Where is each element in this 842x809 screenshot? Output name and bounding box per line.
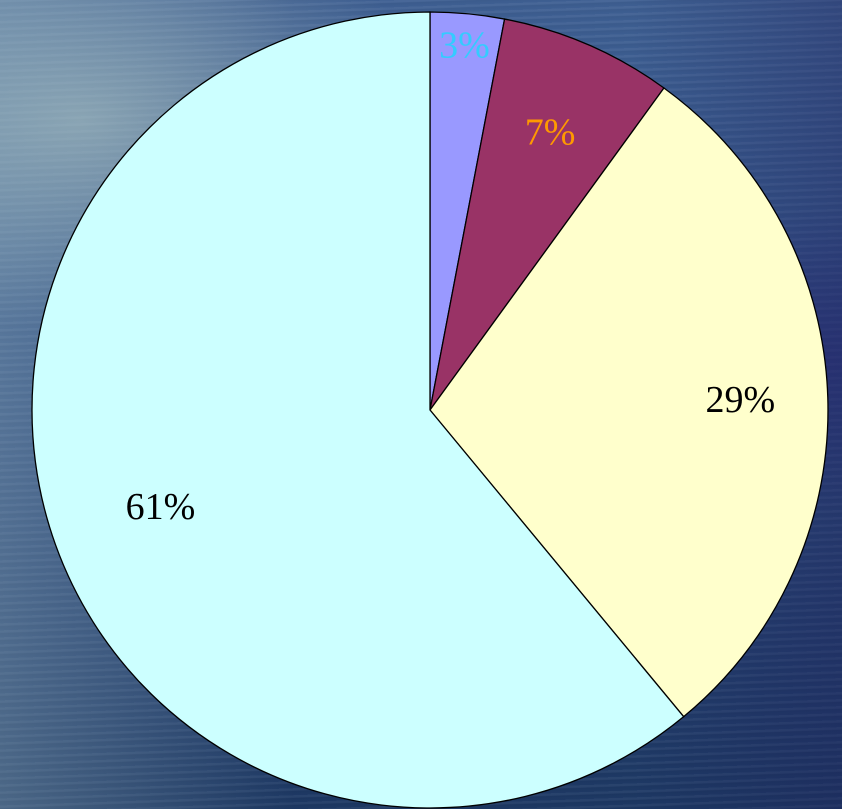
pie-label-3pct: 3%: [439, 25, 490, 67]
pie-label-29pct: 29%: [705, 379, 775, 421]
pie-labels: 3% 7% 29% 61%: [126, 25, 776, 529]
pie-slice-61pct: [31, 11, 685, 809]
pie-slice-7pct: [429, 18, 665, 411]
pie-label-7pct: 7%: [525, 111, 576, 153]
pie-slices: [31, 11, 829, 809]
pie-slice-29pct: [429, 87, 829, 718]
pie-label-61pct: 61%: [126, 486, 196, 528]
